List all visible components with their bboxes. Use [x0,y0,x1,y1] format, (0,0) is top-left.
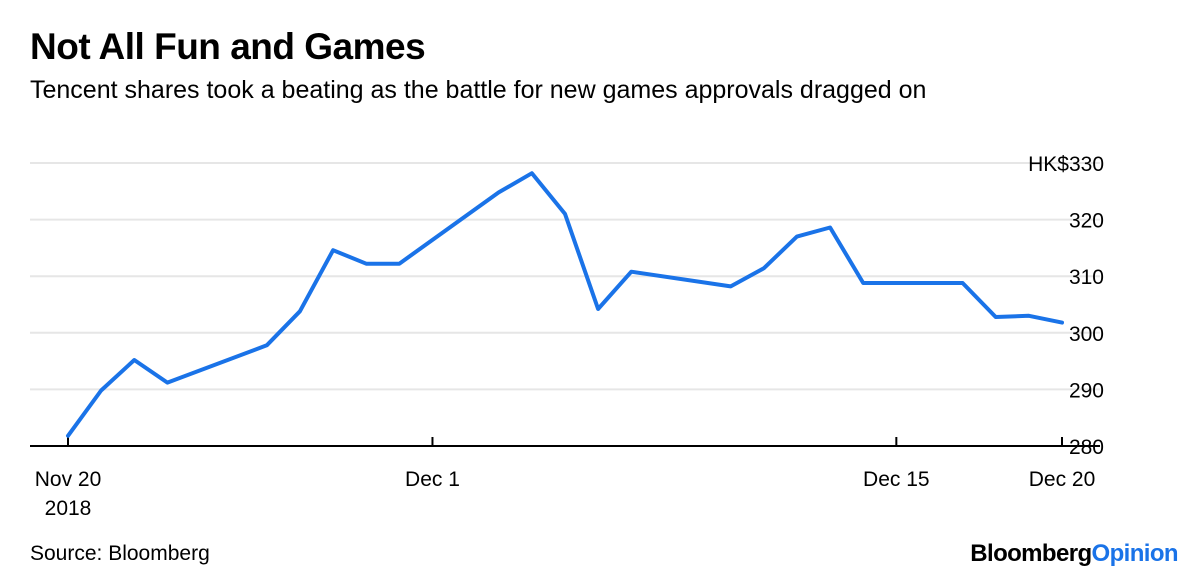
y-tick-label-310: 310 [1069,266,1104,289]
brand-main: Bloomberg [970,540,1092,567]
source-note: Source: Bloomberg [30,542,210,565]
tick-labels: 280 290 300 310 320 HK$330 Nov 20 2018 Dec 1 Dec … [35,153,1104,520]
y-tick-label-330: HK$330 [1028,153,1104,176]
y-tick-label-300: 300 [1069,323,1104,346]
y-tick-label-290: 290 [1069,379,1104,402]
grid-lines [30,162,1100,391]
chart-subtitle: Tencent shares took a beating as the bat… [30,76,927,104]
x-tick-label-2018-12-20: Dec 20 [1029,468,1096,491]
y-tick-label-320: 320 [1069,210,1104,233]
series-line-0 [66,171,1064,438]
x-tick-label-2018-11-20: Nov 20 [35,468,102,491]
brand-accent: Opinion [1091,540,1179,567]
x-axis [30,437,1100,447]
brand-logo: BloombergOpinion [970,540,1178,568]
chart-title: Not All Fun and Games [30,26,426,67]
series-layer [66,171,1064,438]
y-tick-label-280: 280 [1069,436,1104,459]
x-tick-sublabel-2018-11-20: 2018 [45,497,92,520]
x-tick-label-2018-12-01: Dec 1 [405,468,460,491]
x-tick-label-2018-12-15: Dec 15 [863,468,930,491]
